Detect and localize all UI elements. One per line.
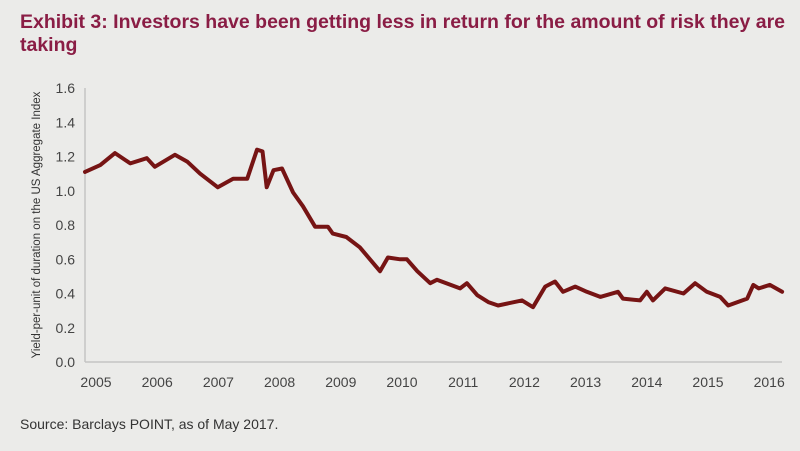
x-axis-ticks: 2005 2006 2007 2008 2009 2010 2011 2012 2013 2014… — [80, 374, 785, 390]
y-tick-label: 0.4 — [56, 286, 76, 302]
y-tick-label: 0.2 — [56, 320, 76, 336]
y-tick-label: 0.0 — [56, 354, 76, 370]
x-tick-label: 2014 — [631, 374, 662, 390]
y-axis-label: Yield-per-unit of duration on the US Agg… — [31, 91, 43, 358]
y-tick-label: 1.4 — [56, 114, 76, 130]
y-tick-label: 1.2 — [56, 149, 76, 165]
y-tick-label: 1.6 — [56, 80, 76, 96]
y-tick-label: 0.8 — [56, 217, 76, 233]
x-tick-label: 2011 — [448, 374, 478, 390]
x-tick-label: 2016 — [754, 374, 785, 390]
y-tick-label: 0.6 — [56, 251, 76, 267]
source-note: Source: Barclays POINT, as of May 2017. — [20, 416, 279, 432]
x-tick-label: 2007 — [203, 374, 234, 390]
chart-title: Exhibit 3: Investors have been getting l… — [20, 11, 786, 56]
x-tick-label: 2013 — [570, 374, 601, 390]
x-tick-label: 2005 — [80, 374, 111, 390]
x-tick-label: 2012 — [509, 374, 540, 390]
x-tick-label: 2010 — [386, 374, 417, 390]
y-axis-ticks: 0.0 0.2 0.4 0.6 0.8 1.0 1.2 1.4 1.6 — [56, 80, 76, 370]
x-tick-label: 2015 — [692, 374, 723, 390]
x-tick-label: 2006 — [142, 374, 173, 390]
x-tick-label: 2008 — [264, 374, 295, 390]
y-tick-label: 1.0 — [56, 183, 76, 199]
x-tick-label: 2009 — [325, 374, 356, 390]
series-line — [83, 147, 785, 310]
